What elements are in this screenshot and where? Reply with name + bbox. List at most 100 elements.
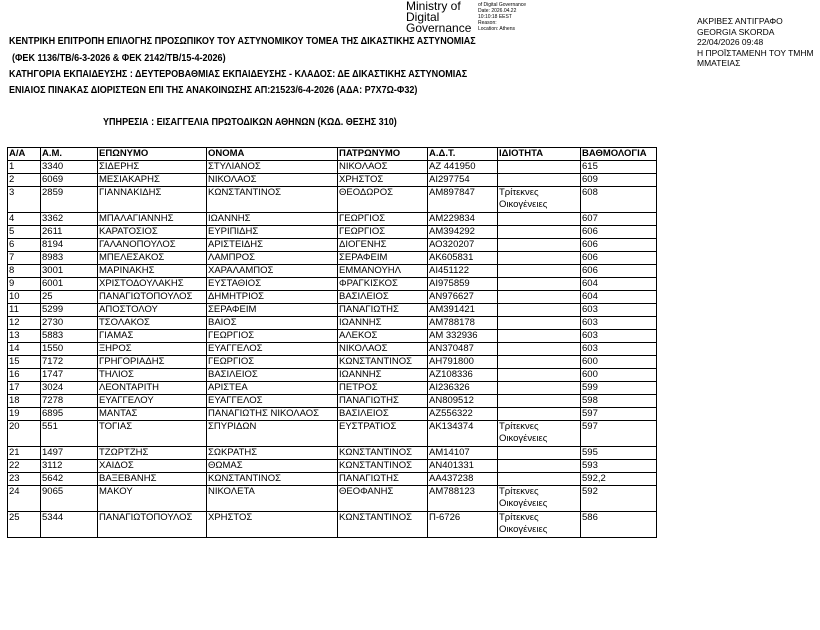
column-header-am: Α.Μ. bbox=[40, 147, 98, 161]
stamp-line: ΜΜΑΤΕΙΑΣ bbox=[697, 58, 741, 68]
cell-score: 607 bbox=[580, 212, 657, 226]
cell-id-card: ΑΝ370487 bbox=[427, 342, 498, 356]
stamp-line: 22/04/2026 09:48 bbox=[697, 37, 764, 47]
cell-aa: 9 bbox=[7, 277, 41, 291]
cell-score: 600 bbox=[580, 368, 657, 382]
appointees-table: Α/Α Α.Μ. ΕΠΩΝΥΜΟ ΟΝΟΜΑ ΠΑΤΡΩΝΥΜΟ Α.Δ.Τ. ΙΔΙΟΤΗ… bbox=[7, 147, 657, 538]
cell-father-name: ΓΕΩΡΓΙΟΣ bbox=[337, 225, 428, 239]
cell-aa: 21 bbox=[7, 446, 41, 460]
cell-name: ΚΩΝΣΤΑΝΤΙΝΟΣ bbox=[206, 472, 338, 486]
cell-am: 3362 bbox=[40, 212, 98, 226]
signature-org-line: Ministry of bbox=[406, 0, 461, 13]
stamp-line: ΑΚΡΙΒΕΣ ΑΝΤΙΓΡΑΦΟ bbox=[697, 16, 783, 26]
table-row: 13 5883 ΓΙΑΜΑΣ ΓΕΩΡΓΙΟΣ ΑΛΕΚΟΣ ΑΜ 332936 603 bbox=[7, 329, 657, 343]
column-header-name: ΟΝΟΜΑ bbox=[206, 147, 338, 161]
cell-am: 3112 bbox=[40, 459, 98, 473]
service-title: ΥΠΗΡΕΣΙΑ : ΕΙΣΑΓΓΕΛΙΑ ΠΡΩΤΟΔΙΚΩΝ ΑΘΗΝΩΝ … bbox=[103, 116, 397, 128]
cell-score: 615 bbox=[580, 160, 657, 174]
cell-father-name: ΚΩΝΣΤΑΝΤΙΝΟΣ bbox=[337, 459, 428, 473]
cell-name: ΝΙΚΟΛΑΟΣ bbox=[206, 173, 338, 187]
signature-org-line: Digital bbox=[406, 10, 440, 24]
cell-status: Τρίτεκνες Οικογένειες bbox=[497, 511, 581, 538]
cell-id-card: ΑΜ788178 bbox=[427, 316, 498, 330]
cell-surname: ΤΗΛΙΟΣ bbox=[97, 368, 207, 382]
cell-score: 597 bbox=[580, 420, 657, 447]
cell-aa: 16 bbox=[7, 368, 41, 382]
certified-copy-stamp: ΑΚΡΙΒΕΣ ΑΝΤΙΓΡΑΦΟ GEORGIA SKORDA 22/04/2… bbox=[697, 16, 814, 69]
table-row: 15 7172 ΓΡΗΓΟΡΙΑΔΗΣ ΓΕΩΡΓΙΟΣ ΚΩΝΣΤΑΝΤΙΝΟΣ ΑΗ7… bbox=[7, 355, 657, 369]
cell-aa: 3 bbox=[7, 186, 41, 213]
cell-score: 603 bbox=[580, 316, 657, 330]
cell-score: 608 bbox=[580, 186, 657, 213]
cell-father-name: ΘΕΟΔΩΡΟΣ bbox=[337, 186, 428, 213]
cell-surname: ΠΑΝΑΓΙΩΤΟΠΟΥΛΟΣ bbox=[97, 290, 207, 304]
cell-score: 595 bbox=[580, 446, 657, 460]
cell-am: 8983 bbox=[40, 251, 98, 265]
cell-surname: ΧΑΙΔΟΣ bbox=[97, 459, 207, 473]
cell-surname: ΣΙΔΕΡΗΣ bbox=[97, 160, 207, 174]
cell-name: ΔΗΜΗΤΡΙΟΣ bbox=[206, 290, 338, 304]
cell-am: 3024 bbox=[40, 381, 98, 395]
cell-am: 9065 bbox=[40, 485, 98, 512]
cell-name: ΕΥΑΓΓΕΛΟΣ bbox=[206, 394, 338, 408]
cell-surname: ΜΠΑΛΑΓΙΑΝΝΗΣ bbox=[97, 212, 207, 226]
cell-status: Τρίτεκνες Οικογένειες bbox=[497, 420, 581, 447]
column-header-score: ΒΑΘΜΟΛΟΓΙΑ bbox=[580, 147, 657, 161]
cell-id-card: ΑΙ236326 bbox=[427, 381, 498, 395]
cell-father-name: ΠΕΤΡΟΣ bbox=[337, 381, 428, 395]
cell-am: 1747 bbox=[40, 368, 98, 382]
cell-father-name: ΒΑΣΙΛΕΙΟΣ bbox=[337, 407, 428, 421]
cell-name: ΣΩΚΡΑΤΗΣ bbox=[206, 446, 338, 460]
cell-father-name: ΓΕΩΡΓΙΟΣ bbox=[337, 212, 428, 226]
cell-father-name: ΠΑΝΑΓΙΩΤΗΣ bbox=[337, 303, 428, 317]
column-header-id-card: Α.Δ.Τ. bbox=[427, 147, 498, 161]
cell-status: Τρίτεκνες Οικογένειες bbox=[497, 186, 581, 213]
cell-father-name: ΘΕΟΦΑΝΗΣ bbox=[337, 485, 428, 512]
cell-am: 5883 bbox=[40, 329, 98, 343]
cell-status bbox=[497, 303, 581, 317]
cell-surname: ΜΑΚΟΥ bbox=[97, 485, 207, 512]
cell-surname: ΕΥΑΓΓΕΛΟΥ bbox=[97, 394, 207, 408]
cell-id-card: ΑΝ976627 bbox=[427, 290, 498, 304]
cell-name: ΓΕΩΡΓΙΟΣ bbox=[206, 329, 338, 343]
cell-surname: ΑΠΟΣΤΟΛΟΥ bbox=[97, 303, 207, 317]
cell-surname: ΜΑΡΙΝΑΚΗΣ bbox=[97, 264, 207, 278]
cell-am: 2730 bbox=[40, 316, 98, 330]
cell-surname: ΒΑΞΕΒΑΝΗΣ bbox=[97, 472, 207, 486]
cell-am: 551 bbox=[40, 420, 98, 447]
cell-father-name: ΕΜΜΑΝΟΥΗΛ bbox=[337, 264, 428, 278]
cell-father-name: ΠΑΝΑΓΙΩΤΗΣ bbox=[337, 472, 428, 486]
cell-id-card: ΑΟ320207 bbox=[427, 238, 498, 252]
cell-aa: 14 bbox=[7, 342, 41, 356]
cell-status bbox=[497, 446, 581, 460]
cell-score: 592,2 bbox=[580, 472, 657, 486]
cell-aa: 1 bbox=[7, 160, 41, 174]
table-row: 14 1550 ΞΗΡΟΣ ΕΥΑΓΓΕΛΟΣ ΝΙΚΟΛΑΟΣ ΑΝ370487 603 bbox=[7, 342, 657, 356]
table-row: 16 1747 ΤΗΛΙΟΣ ΒΑΣΙΛΕΙΟΣ ΙΩΑΝΝΗΣ ΑΖ108336 600 bbox=[7, 368, 657, 382]
cell-surname: ΜΑΝΤΑΣ bbox=[97, 407, 207, 421]
cell-am: 5642 bbox=[40, 472, 98, 486]
cell-id-card: ΑΜ14107 bbox=[427, 446, 498, 460]
table-row: 6 8194 ΓΑΛΑΝΟΠΟΥΛΟΣ ΑΡΙΣΤΕΙΔΗΣ ΔΙΟΓΕΝΗΣ ΑΟ320… bbox=[7, 238, 657, 252]
cell-name: ΝΙΚΟΛΕΤΑ bbox=[206, 485, 338, 512]
cell-aa: 8 bbox=[7, 264, 41, 278]
cell-aa: 23 bbox=[7, 472, 41, 486]
table-row: 22 3112 ΧΑΙΔΟΣ ΘΩΜΑΣ ΚΩΝΣΤΑΝΤΙΝΟΣ ΑΝ401331 593 bbox=[7, 459, 657, 473]
cell-name: ΚΩΝΣΤΑΝΤΙΝΟΣ bbox=[206, 186, 338, 213]
cell-score: 593 bbox=[580, 459, 657, 473]
cell-am: 1550 bbox=[40, 342, 98, 356]
table-row: 18 7278 ΕΥΑΓΓΕΛΟΥ ΕΥΑΓΓΕΛΟΣ ΠΑΝΑΓΙΩΤΗΣ ΑΝ8095… bbox=[7, 394, 657, 408]
signature-detail: Location: Athens bbox=[478, 26, 515, 32]
table-row: 24 9065 ΜΑΚΟΥ ΝΙΚΟΛΕΤΑ ΘΕΟΦΑΝΗΣ ΑΜ788123 Τρίτε… bbox=[7, 485, 657, 512]
cell-score: 598 bbox=[580, 394, 657, 408]
column-header-status: ΙΔΙΟΤΗΤΑ bbox=[497, 147, 581, 161]
cell-status bbox=[497, 329, 581, 343]
table-row: 8 3001 ΜΑΡΙΝΑΚΗΣ ΧΑΡΑΛΑΜΠΟΣ ΕΜΜΑΝΟΥΗΛ ΑΙ45112… bbox=[7, 264, 657, 278]
cell-father-name: ΦΡΑΓΚΙΣΚΟΣ bbox=[337, 277, 428, 291]
stamp-line: Η ΠΡΟΪΣΤΑΜΕΝΗ ΤΟΥ ΤΜΗΜ bbox=[697, 47, 814, 58]
cell-am: 1497 bbox=[40, 446, 98, 460]
cell-father-name: ΙΩΑΝΝΗΣ bbox=[337, 368, 428, 382]
table-row: 25 5344 ΠΑΝΑΓΙΩΤΟΠΟΥΛΟΣ ΧΡΗΣΤΟΣ ΚΩΝΣΤΑΝΤΙΝΟΣ… bbox=[7, 511, 657, 538]
cell-status bbox=[497, 160, 581, 174]
cell-status bbox=[497, 472, 581, 486]
